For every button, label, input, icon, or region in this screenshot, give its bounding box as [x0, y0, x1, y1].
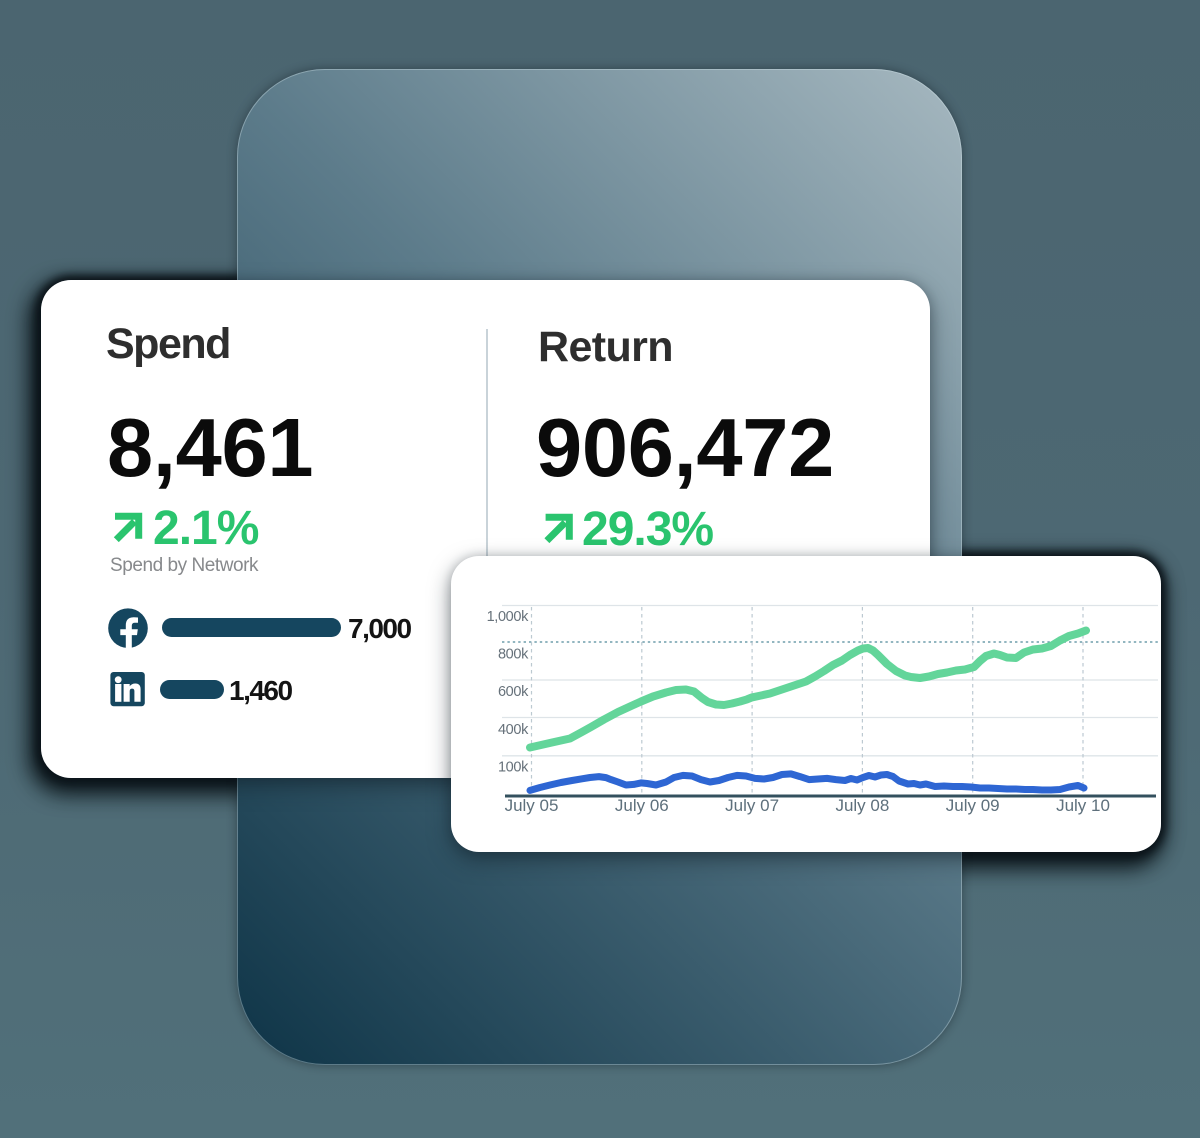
svg-text:July 06: July 06	[615, 796, 669, 815]
svg-text:July 10: July 10	[1056, 796, 1110, 815]
svg-text:July 09: July 09	[946, 796, 1000, 815]
svg-text:July 05: July 05	[505, 796, 559, 815]
svg-text:100k: 100k	[498, 760, 529, 776]
svg-text:400k: 400k	[498, 722, 529, 738]
svg-text:1,000k: 1,000k	[487, 609, 530, 625]
svg-text:July 07: July 07	[725, 796, 779, 815]
svg-text:July 08: July 08	[835, 796, 889, 815]
svg-text:800k: 800k	[498, 647, 529, 663]
svg-text:600k: 600k	[498, 684, 529, 700]
